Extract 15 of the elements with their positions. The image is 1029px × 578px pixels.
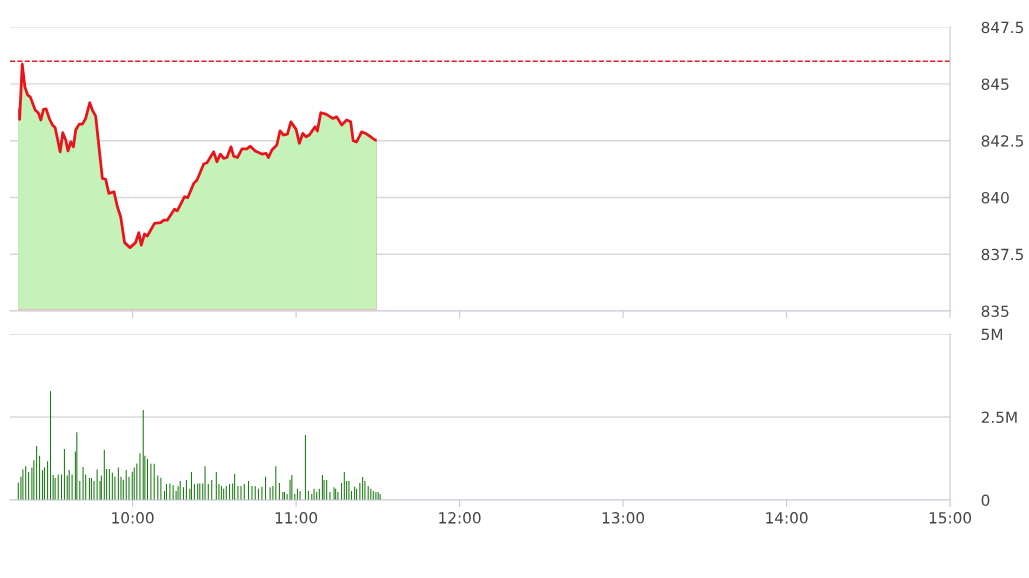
y-tick-label: 840 [981,191,1009,204]
x-tick-label: 13:00 [602,512,645,524]
x-tick-label: 11:00 [275,512,318,524]
y-tick-label: 847.5 [981,21,1024,34]
x-tick-label: 15:00 [929,512,972,524]
x-tick-label: 10:00 [112,512,154,524]
y-tick-label: 845 [981,78,1009,90]
y-tick-label: 2.5M [981,411,1017,424]
y-tick-label: 835 [981,305,1009,317]
x-tick-label: 12:00 [439,512,481,524]
y-tick-label: 5M [981,328,1003,341]
y-tick-label: 0 [981,494,990,506]
y-tick-label: 842.5 [981,135,1024,147]
x-tick-label: 14:00 [766,512,808,524]
y-tick-label: 837.5 [981,248,1024,261]
